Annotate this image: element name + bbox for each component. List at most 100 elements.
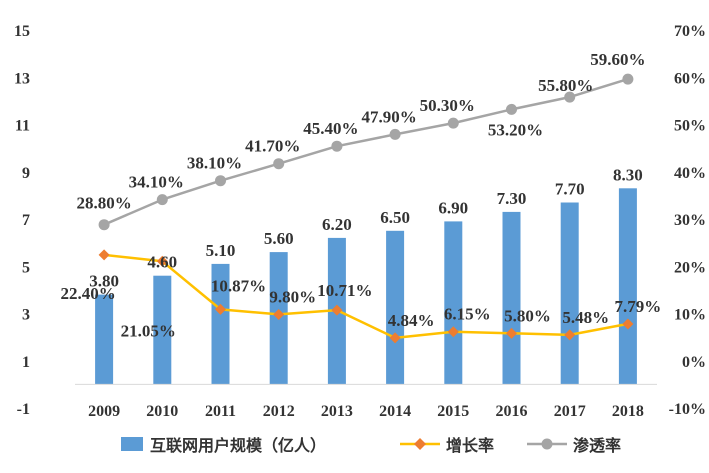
- penetration-label-2013: 45.40%: [303, 119, 358, 138]
- bar-value-label-2013: 6.20: [322, 215, 352, 234]
- x-tick-2016: 2016: [496, 403, 528, 420]
- penetration-point-2015: [447, 117, 459, 129]
- x-tick-2011: 2011: [205, 403, 236, 420]
- growth-label-2017: 5.48%: [562, 308, 609, 327]
- growth-label-2018: 7.79%: [615, 297, 662, 316]
- bar-value-label-2015: 6.90: [438, 198, 468, 217]
- y-right-tick: 50%: [674, 118, 706, 135]
- penetration-point-2017: [564, 91, 576, 103]
- y-left-tick: 13: [14, 70, 30, 87]
- x-tick-2009: 2009: [88, 403, 120, 420]
- axes: 15 13 11 9 7 5 3 1 -1 70% 60% 50% 40% 30% 20% 10% 0% -10%…: [14, 23, 706, 420]
- bar-2018: [618, 188, 637, 385]
- bar-2017: [560, 202, 579, 385]
- x-tick-2010: 2010: [146, 403, 178, 420]
- bar-value-label-2011: 5.10: [206, 241, 236, 260]
- bar-value-label-2017: 7.70: [555, 180, 585, 199]
- bar-value-label-2010: 4.60: [147, 253, 177, 272]
- penetration-point-2014: [389, 128, 401, 140]
- y-right-tick: 30%: [674, 212, 706, 229]
- growth-label-2011: 10.87%: [211, 276, 266, 295]
- growth-point-2017: [564, 329, 576, 341]
- bar-value-label-2012: 5.60: [264, 229, 294, 248]
- bar-2015: [444, 221, 463, 385]
- penetration-point-2010: [156, 194, 168, 206]
- penetration-label-2015: 50.30%: [420, 96, 475, 115]
- x-tick-2014: 2014: [379, 403, 411, 420]
- bar-value-label-2018: 8.30: [613, 165, 643, 184]
- growth-point-2018: [622, 318, 634, 330]
- y-left-tick: 3: [22, 307, 30, 324]
- legend: 互联网用户规模（亿人） 增长率 渗透率: [121, 436, 621, 455]
- bar-value-label-2009: 3.80: [89, 272, 119, 291]
- legend-label-users: 互联网用户规模（亿人）: [150, 436, 326, 455]
- growth-point-2015: [447, 326, 459, 338]
- line-series: [98, 73, 634, 344]
- y-right-tick: 40%: [674, 165, 706, 182]
- x-tick-2012: 2012: [263, 403, 295, 420]
- legend-bar-swatch: [121, 437, 143, 451]
- penetration-point-2013: [331, 140, 343, 152]
- bar-2014: [386, 230, 405, 385]
- penetration-point-2011: [215, 175, 226, 187]
- legend-growth-marker: [414, 438, 426, 450]
- y-left-tick: 7: [22, 212, 30, 229]
- penetration-label-2016: 53.20%: [488, 120, 543, 139]
- y-left-tick: 9: [22, 165, 30, 182]
- penetration-point-2016: [506, 103, 517, 115]
- x-tick-2017: 2017: [554, 403, 586, 420]
- y-right-tick: 10%: [674, 307, 706, 324]
- penetration-label-2017: 55.80%: [538, 76, 593, 95]
- bar-2010: [153, 275, 172, 385]
- penetration-label-2014: 47.90%: [361, 107, 416, 126]
- y-right-tick: -10%: [669, 401, 706, 418]
- y-right-tick: 0%: [682, 354, 706, 371]
- penetration-label-2010: 34.10%: [129, 173, 184, 192]
- growth-point-2013: [331, 304, 343, 316]
- growth-point-2009: [98, 249, 110, 261]
- y-right-tick: 60%: [674, 70, 706, 87]
- penetration-point-2009: [98, 219, 110, 231]
- growth-point-2016: [506, 327, 517, 339]
- y-right-tick: 20%: [674, 259, 706, 276]
- penetration-point-2018: [622, 73, 634, 85]
- x-tick-2018: 2018: [612, 403, 644, 420]
- y-left-tick: 1: [22, 354, 30, 371]
- penetration-line: [103, 77, 629, 226]
- growth-label-2015: 6.15%: [444, 305, 491, 324]
- growth-label-2014: 4.84%: [388, 311, 435, 330]
- legend-label-penetration: 渗透率: [573, 436, 621, 455]
- x-tick-2015: 2015: [437, 403, 469, 420]
- penetration-point-2012: [273, 158, 285, 170]
- bar-value-label-2014: 6.50: [380, 208, 410, 227]
- data-labels: 3.80 4.60 5.10 5.60 6.20 6.50 6.90 7.30 7.70 8.30…: [60, 50, 661, 340]
- growth-point-2011: [215, 303, 226, 315]
- y-right-tick: 70%: [674, 23, 706, 40]
- growth-label-2016: 5.80%: [504, 306, 551, 325]
- growth-label-2013: 10.71%: [317, 281, 372, 300]
- penetration-label-2009: 28.80%: [76, 194, 131, 213]
- growth-line: [103, 253, 629, 340]
- y-left-tick: -1: [17, 401, 30, 418]
- growth-point-2012: [273, 308, 285, 320]
- y-left-tick: 11: [15, 118, 30, 135]
- growth-point-2010: [156, 255, 168, 267]
- x-tick-2013: 2013: [321, 403, 353, 420]
- legend-penetration-marker: [541, 438, 553, 450]
- growth-label-2009: 22.40%: [60, 284, 115, 303]
- y-left-tick: 15: [14, 23, 30, 40]
- growth-label-2012: 9.80%: [269, 287, 316, 306]
- penetration-label-2018: 59.60%: [590, 50, 645, 69]
- penetration-label-2012: 41.70%: [245, 137, 300, 156]
- legend-label-growth: 增长率: [446, 436, 494, 455]
- bar-2016: [502, 211, 521, 385]
- penetration-label-2011: 38.10%: [187, 154, 242, 173]
- y-left-tick: 5: [22, 259, 30, 276]
- bar-2011: [211, 263, 230, 385]
- growth-point-2014: [389, 332, 401, 344]
- bar-value-label-2016: 7.30: [497, 189, 527, 208]
- growth-label-2010: 21.05%: [121, 321, 176, 340]
- bar-2009: [95, 294, 114, 385]
